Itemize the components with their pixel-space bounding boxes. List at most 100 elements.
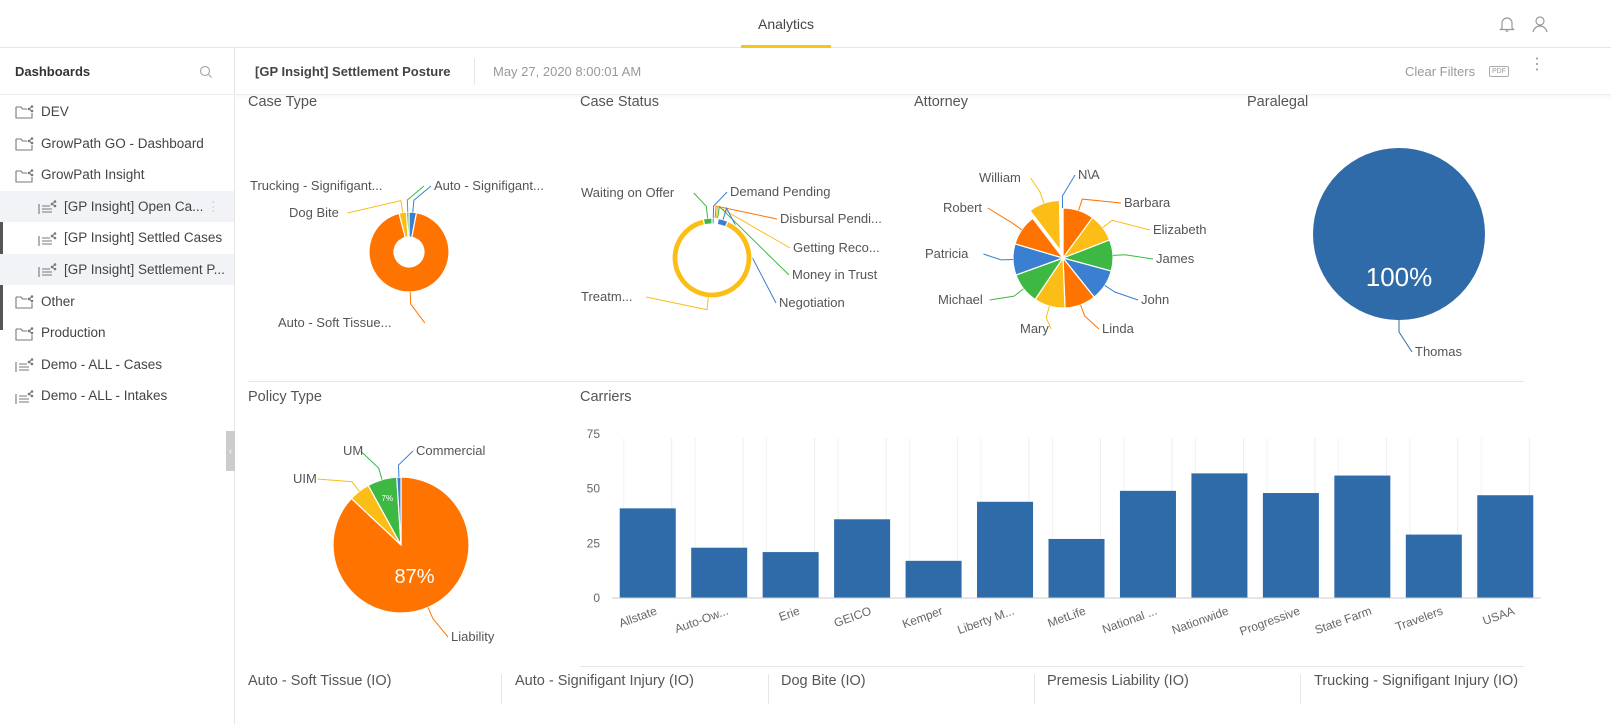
pie-slice[interactable] [1029, 199, 1062, 253]
collapse-sidebar-handle[interactable]: ‹ [226, 431, 235, 471]
x-tick-label: Kemper [900, 604, 944, 632]
bar[interactable] [977, 501, 1034, 598]
pdf-export-icon[interactable]: PDF [1489, 66, 1509, 77]
pie-slice[interactable] [671, 218, 753, 299]
x-tick-label: Auto-Ow... [673, 604, 730, 636]
y-tick-label: 0 [593, 591, 600, 605]
pie-label: Disbursal Pendi... [780, 211, 882, 226]
tab-analytics[interactable]: Analytics [741, 0, 831, 48]
x-tick-label: Nationwide [1170, 604, 1231, 638]
sidebar-title: Dashboards [15, 64, 91, 79]
leader-line [397, 450, 414, 478]
pie-label: Liability [451, 629, 495, 644]
sidebar-item[interactable]: [GP Insight] Settled Cases [0, 222, 234, 253]
tile-divider [501, 674, 502, 704]
pie-label: Mary [1020, 321, 1049, 336]
bell-icon[interactable] [1497, 14, 1517, 34]
pie-label: Demand Pending [730, 184, 831, 199]
row-divider [580, 666, 1524, 667]
sidebar-item[interactable]: GrowPath GO - Dashboard [0, 128, 234, 159]
x-tick-label: Erie [777, 604, 802, 625]
leader-line [693, 192, 709, 219]
sidebar: Dashboards DEV GrowPath GO - Dashboard Gro… [0, 48, 235, 724]
pie-slice[interactable] [1313, 148, 1485, 320]
sidebar-item[interactable]: DEV [0, 96, 234, 127]
x-tick-label: Travelers [1393, 604, 1444, 634]
sidebar-item-label: Other [41, 293, 75, 309]
sidebar-item[interactable]: [GP Insight] Open Ca... ⋮ [0, 190, 234, 222]
bar[interactable] [905, 560, 962, 598]
dashboard-header: [GP Insight] Settlement Posture May 27, … [236, 48, 1611, 95]
dashboard-title: [GP Insight] Settlement Posture [255, 64, 451, 79]
leader-line [1061, 174, 1076, 209]
bar[interactable] [619, 508, 676, 598]
item-menu-icon[interactable]: ⋮ [206, 198, 221, 214]
x-tick-label: Progressive [1238, 604, 1303, 639]
pie-slice[interactable] [368, 212, 450, 293]
sidebar-item[interactable]: Demo - ALL - Cases [0, 349, 234, 380]
pie-slice[interactable] [702, 217, 713, 226]
leader-line [1398, 320, 1413, 353]
folder-icon [15, 325, 41, 341]
pie-label: Treatm... [581, 289, 633, 304]
leader-line [722, 206, 777, 304]
bar[interactable] [1119, 490, 1176, 598]
leader-line [347, 200, 404, 214]
x-tick-label: MetLife [1046, 604, 1088, 631]
sidebar-item-label: [GP Insight] Settlement P... [64, 262, 225, 277]
pie-label: Barbara [1124, 195, 1171, 210]
sidebar-item[interactable]: [GP Insight] Settlement P... [0, 254, 234, 285]
pie-label: Patricia [925, 246, 969, 261]
sidebar-item-label: [GP Insight] Open Ca... [64, 198, 204, 214]
bottom-tile-title: Dog Bite (IO) [781, 673, 866, 689]
bar[interactable] [1191, 473, 1248, 598]
sidebar-item[interactable]: Other [0, 286, 234, 317]
main-content: [GP Insight] Settlement Posture May 27, … [236, 48, 1611, 724]
clear-filters-button[interactable]: Clear Filters [1405, 64, 1476, 79]
bottom-tile-title: Auto - Soft Tissue (IO) [248, 673, 392, 689]
pie-slice[interactable] [1061, 207, 1064, 259]
user-icon[interactable] [1530, 14, 1550, 34]
bar[interactable] [1477, 495, 1534, 598]
leader-line [427, 607, 449, 638]
folder-open-icon [15, 167, 41, 183]
pie-slice[interactable] [405, 211, 410, 238]
bar[interactable] [834, 519, 891, 598]
sidebar-item-label: [GP Insight] Settled Cases [64, 230, 223, 246]
bottom-tile-title: Auto - Signifigant Injury (IO) [515, 673, 694, 689]
sidebar-item-label: Demo - ALL - Cases [41, 356, 163, 372]
leader-line [989, 288, 1024, 301]
sidebar-item[interactable]: GrowPath Insight [0, 159, 234, 190]
leader-line [406, 185, 425, 213]
search-icon[interactable] [198, 64, 214, 80]
x-tick-label: National ... [1100, 604, 1159, 637]
pie-data-label: 7% [382, 494, 394, 503]
leader-line [987, 207, 1023, 231]
row-divider [248, 381, 1524, 382]
pie-label: John [1141, 292, 1170, 307]
sidebar-item[interactable]: Demo - ALL - Intakes [0, 380, 234, 411]
bar[interactable] [1048, 538, 1105, 598]
chart-title: Case Status [580, 94, 659, 110]
pie-data-label: 87% [394, 566, 434, 588]
leader-line [409, 291, 426, 324]
leader-line [646, 296, 709, 311]
sidebar-item-label: DEV [41, 104, 69, 119]
bar[interactable] [1334, 475, 1391, 598]
pie-label: Auto - Signifigant... [434, 178, 544, 193]
dashboard-icon [38, 199, 64, 215]
bar[interactable] [762, 552, 819, 598]
pie-label: Elizabeth [1153, 222, 1207, 237]
bar[interactable] [1262, 493, 1319, 598]
bar[interactable] [691, 547, 748, 598]
x-tick-label: Liberty M... [955, 604, 1016, 637]
pie-label: Waiting on Offer [581, 185, 675, 200]
sidebar-item[interactable]: Production [0, 317, 234, 348]
tile-divider [1034, 674, 1035, 704]
dashboard-date: May 27, 2020 8:00:01 AM [493, 64, 642, 79]
chart-title: Case Type [248, 94, 318, 110]
pie-slice[interactable] [1014, 217, 1065, 260]
bar[interactable] [1405, 534, 1462, 598]
chart-title: Paralegal [1247, 94, 1309, 110]
